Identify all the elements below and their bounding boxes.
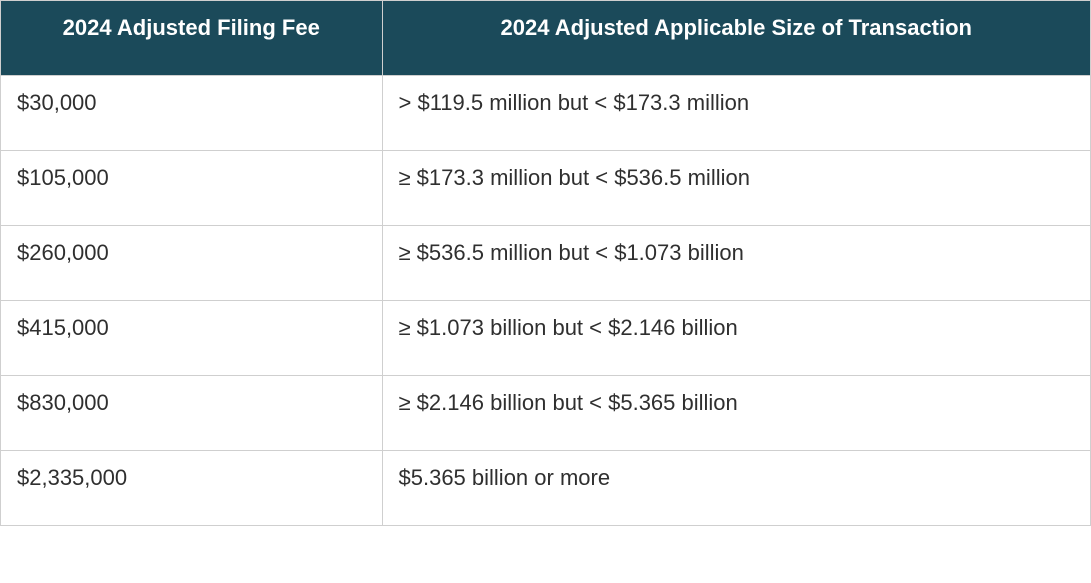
cell-fee: $30,000: [1, 76, 383, 151]
cell-fee: $260,000: [1, 226, 383, 301]
table-row: $105,000 ≥ $173.3 million but < $536.5 m…: [1, 151, 1091, 226]
fee-table-container: 2024 Adjusted Filing Fee 2024 Adjusted A…: [0, 0, 1091, 526]
table-row: $2,335,000 $5.365 billion or more: [1, 451, 1091, 526]
cell-fee: $830,000: [1, 376, 383, 451]
cell-fee: $2,335,000: [1, 451, 383, 526]
table-header-row: 2024 Adjusted Filing Fee 2024 Adjusted A…: [1, 1, 1091, 76]
table-row: $260,000 ≥ $536.5 million but < $1.073 b…: [1, 226, 1091, 301]
cell-size: ≥ $173.3 million but < $536.5 million: [382, 151, 1091, 226]
cell-fee: $415,000: [1, 301, 383, 376]
table-row: $830,000 ≥ $2.146 billion but < $5.365 b…: [1, 376, 1091, 451]
cell-size: > $119.5 million but < $173.3 million: [382, 76, 1091, 151]
cell-size: ≥ $2.146 billion but < $5.365 billion: [382, 376, 1091, 451]
header-cell-fee: 2024 Adjusted Filing Fee: [1, 1, 383, 76]
fee-table: 2024 Adjusted Filing Fee 2024 Adjusted A…: [0, 0, 1091, 526]
cell-size: ≥ $536.5 million but < $1.073 billion: [382, 226, 1091, 301]
table-row: $415,000 ≥ $1.073 billion but < $2.146 b…: [1, 301, 1091, 376]
cell-size: $5.365 billion or more: [382, 451, 1091, 526]
cell-size: ≥ $1.073 billion but < $2.146 billion: [382, 301, 1091, 376]
header-cell-size: 2024 Adjusted Applicable Size of Transac…: [382, 1, 1091, 76]
table-row: $30,000 > $119.5 million but < $173.3 mi…: [1, 76, 1091, 151]
cell-fee: $105,000: [1, 151, 383, 226]
